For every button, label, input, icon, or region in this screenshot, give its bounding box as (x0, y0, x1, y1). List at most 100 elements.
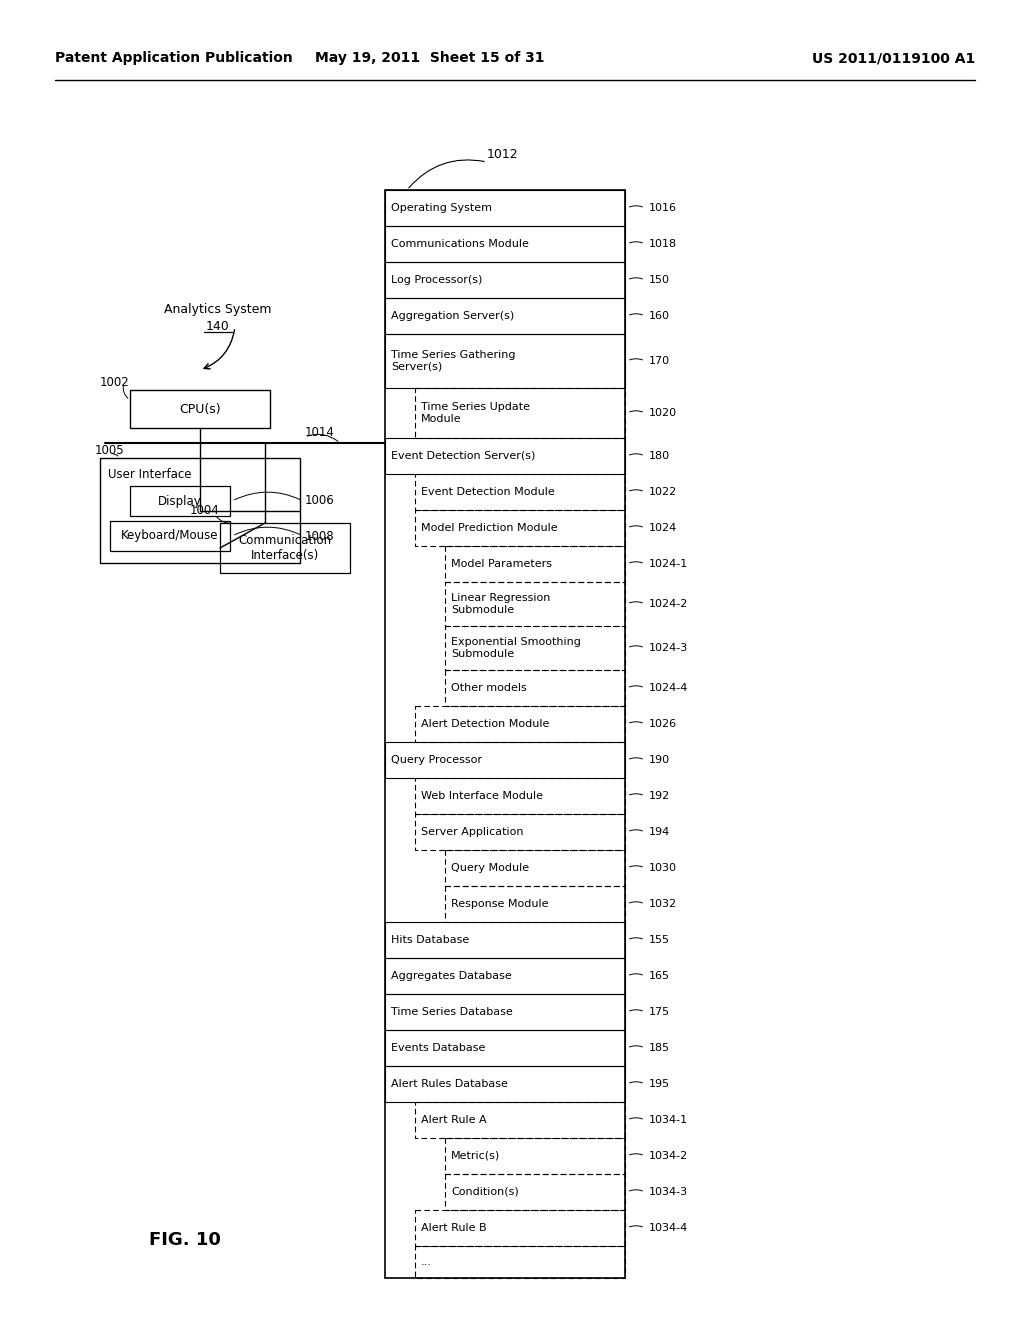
Bar (415, 777, 625, 814)
Text: 194: 194 (649, 828, 671, 837)
Text: 185: 185 (649, 1043, 670, 1053)
Text: 1005: 1005 (95, 444, 125, 457)
Text: 1034-1: 1034-1 (649, 1115, 688, 1125)
Bar (385, 261, 625, 298)
Text: 1026: 1026 (649, 719, 677, 729)
Bar (445, 1173, 625, 1210)
Text: 1012: 1012 (487, 149, 518, 161)
Text: Aggregation Server(s): Aggregation Server(s) (391, 312, 514, 321)
Bar (415, 510, 625, 546)
Text: 1032: 1032 (649, 899, 677, 909)
Text: 1002: 1002 (100, 375, 130, 388)
Bar (415, 388, 625, 438)
Text: US 2011/0119100 A1: US 2011/0119100 A1 (812, 51, 975, 65)
Text: Alert Rule A: Alert Rule A (421, 1115, 486, 1125)
Bar (385, 298, 625, 334)
Bar (415, 474, 625, 510)
Bar (385, 226, 625, 261)
Bar (220, 523, 350, 573)
Bar (445, 850, 625, 886)
Text: Query Processor: Query Processor (391, 755, 482, 766)
Text: Analytics System: Analytics System (164, 304, 271, 317)
Bar (445, 626, 625, 671)
Text: Time Series Update
Module: Time Series Update Module (421, 403, 530, 424)
Text: 1034-3: 1034-3 (649, 1187, 688, 1197)
Text: Event Detection Server(s): Event Detection Server(s) (391, 451, 536, 461)
Text: 1016: 1016 (649, 203, 677, 213)
Text: 1034-4: 1034-4 (649, 1224, 688, 1233)
Text: 190: 190 (649, 755, 670, 766)
Bar (445, 671, 625, 706)
Bar (385, 438, 625, 474)
Bar (385, 958, 625, 994)
Bar (415, 1246, 625, 1278)
Text: Condition(s): Condition(s) (451, 1187, 519, 1197)
Text: Query Module: Query Module (451, 863, 529, 873)
Text: Event Detection Module: Event Detection Module (421, 487, 555, 498)
Bar (415, 1102, 625, 1138)
Text: 1024: 1024 (649, 523, 677, 533)
Text: 1018: 1018 (649, 239, 677, 249)
Text: Communication
Interface(s): Communication Interface(s) (239, 535, 332, 562)
Text: Server Application: Server Application (421, 828, 523, 837)
Text: 1006: 1006 (305, 495, 335, 507)
Text: 1024-2: 1024-2 (649, 599, 688, 609)
Bar (445, 546, 625, 582)
Text: ...: ... (421, 1257, 432, 1267)
Bar (445, 886, 625, 921)
Bar (130, 486, 230, 516)
Text: 155: 155 (649, 935, 670, 945)
Text: 165: 165 (649, 972, 670, 981)
Text: Model Prediction Module: Model Prediction Module (421, 523, 558, 533)
Text: Alert Detection Module: Alert Detection Module (421, 719, 549, 729)
Text: Hits Database: Hits Database (391, 935, 469, 945)
Text: Model Parameters: Model Parameters (451, 558, 552, 569)
Bar (110, 521, 230, 550)
Text: 1024-3: 1024-3 (649, 643, 688, 653)
Text: 175: 175 (649, 1007, 670, 1016)
Text: Alert Rules Database: Alert Rules Database (391, 1078, 508, 1089)
Text: Alert Rule B: Alert Rule B (421, 1224, 486, 1233)
Text: 140: 140 (206, 321, 229, 334)
Text: User Interface: User Interface (108, 467, 191, 480)
Bar (100, 458, 300, 564)
Text: 195: 195 (649, 1078, 670, 1089)
Text: Linear Regression
Submodule: Linear Regression Submodule (451, 593, 550, 615)
Text: Time Series Database: Time Series Database (391, 1007, 513, 1016)
Text: 192: 192 (649, 791, 671, 801)
Text: 160: 160 (649, 312, 670, 321)
Text: 1008: 1008 (305, 529, 335, 543)
Bar (445, 582, 625, 626)
Text: 180: 180 (649, 451, 670, 461)
Text: Operating System: Operating System (391, 203, 492, 213)
Text: 1020: 1020 (649, 408, 677, 418)
Text: Display: Display (158, 495, 202, 507)
Bar (415, 814, 625, 850)
Text: 1024-1: 1024-1 (649, 558, 688, 569)
Text: 1022: 1022 (649, 487, 677, 498)
Text: Patent Application Publication: Patent Application Publication (55, 51, 293, 65)
Bar (385, 334, 625, 388)
Text: 1034-2: 1034-2 (649, 1151, 688, 1162)
Bar (385, 742, 625, 777)
Text: 1014: 1014 (305, 426, 335, 440)
Text: Communications Module: Communications Module (391, 239, 528, 249)
Text: Events Database: Events Database (391, 1043, 485, 1053)
Bar (385, 994, 625, 1030)
Bar (385, 190, 625, 1278)
Bar (445, 1138, 625, 1173)
Text: 1030: 1030 (649, 863, 677, 873)
Bar (385, 921, 625, 958)
Text: Response Module: Response Module (451, 899, 549, 909)
Text: Aggregates Database: Aggregates Database (391, 972, 512, 981)
Bar (130, 389, 270, 428)
Bar (385, 1067, 625, 1102)
Text: 1024-4: 1024-4 (649, 682, 688, 693)
Text: Keyboard/Mouse: Keyboard/Mouse (121, 529, 219, 543)
Text: May 19, 2011  Sheet 15 of 31: May 19, 2011 Sheet 15 of 31 (315, 51, 545, 65)
Text: Web Interface Module: Web Interface Module (421, 791, 543, 801)
Text: CPU(s): CPU(s) (179, 403, 221, 416)
Bar (415, 1210, 625, 1246)
Text: 1004: 1004 (190, 504, 220, 517)
Text: Exponential Smoothing
Submodule: Exponential Smoothing Submodule (451, 638, 581, 659)
